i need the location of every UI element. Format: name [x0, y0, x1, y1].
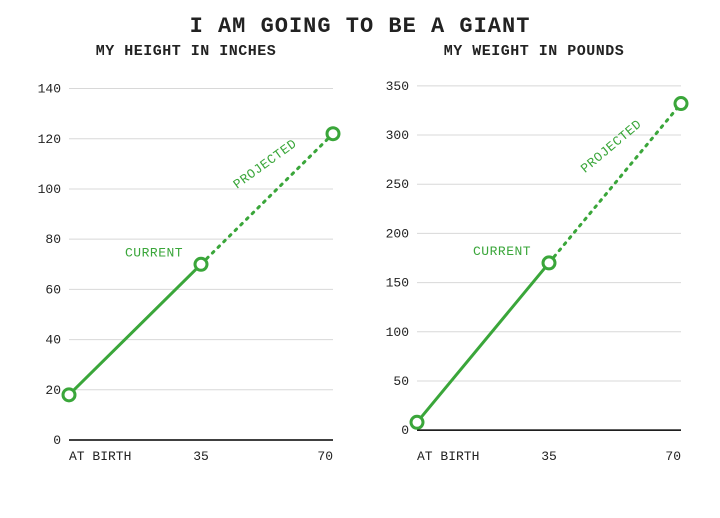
page-title: I AM GOING TO BE A GIANT	[0, 14, 720, 39]
y-tick-label: 0	[53, 433, 61, 448]
chart-height: MY HEIGHT IN INCHES 0 20 40 60 80 100 120 140 AT…	[21, 43, 351, 476]
chart-weight: MY WEIGHT IN POUNDS 0 50 100 150 200 250 300 35…	[369, 43, 699, 476]
y-tick-label: 20	[45, 383, 61, 398]
chart-height-svg: 0 20 40 60 80 100 120 140 AT BIRTH 35 70 CURRENT PRO…	[21, 66, 351, 476]
y-tick-label: 250	[386, 177, 409, 192]
y-tick-label: 60	[45, 282, 61, 297]
y-tick-label: 300	[386, 128, 409, 143]
y-tick-label: 120	[38, 132, 61, 147]
charts-row: MY HEIGHT IN INCHES 0 20 40 60 80 100 120 140 AT…	[0, 43, 720, 476]
x-tick-label: 35	[193, 449, 209, 464]
y-tick-label: 40	[45, 333, 61, 348]
x-tick-label: 70	[665, 449, 681, 464]
data-marker	[543, 257, 555, 269]
data-marker	[411, 416, 423, 428]
y-tick-label: 140	[38, 82, 61, 97]
data-marker	[195, 258, 207, 270]
y-tick-label: 50	[393, 374, 409, 389]
annotation-projected: PROJECTED	[578, 117, 645, 177]
y-tick-label: 200	[386, 226, 409, 241]
series-current	[417, 263, 549, 422]
y-tick-label: 150	[386, 276, 409, 291]
chart-weight-subtitle: MY WEIGHT IN POUNDS	[444, 43, 625, 60]
y-tick-label: 100	[38, 182, 61, 197]
data-marker	[327, 128, 339, 140]
data-marker	[675, 98, 687, 110]
annotation-projected: PROJECTED	[231, 136, 300, 192]
chart-weight-svg: 0 50 100 150 200 250 300 350 AT BIRTH 35 70 CURRENT…	[369, 66, 699, 476]
y-tick-label: 100	[386, 325, 409, 340]
x-tick-label: AT BIRTH	[69, 449, 131, 464]
y-tick-label: 0	[401, 423, 409, 438]
chart-height-subtitle: MY HEIGHT IN INCHES	[96, 43, 277, 60]
data-marker	[63, 389, 75, 401]
annotation-current: CURRENT	[125, 245, 183, 260]
x-tick-label: AT BIRTH	[417, 449, 479, 464]
series-projected	[549, 104, 681, 263]
x-tick-label: 35	[541, 449, 557, 464]
x-tick-label: 70	[317, 449, 333, 464]
series-current	[69, 264, 201, 395]
y-tick-label: 350	[386, 79, 409, 94]
y-tick-label: 80	[45, 232, 61, 247]
annotation-current: CURRENT	[473, 244, 531, 259]
